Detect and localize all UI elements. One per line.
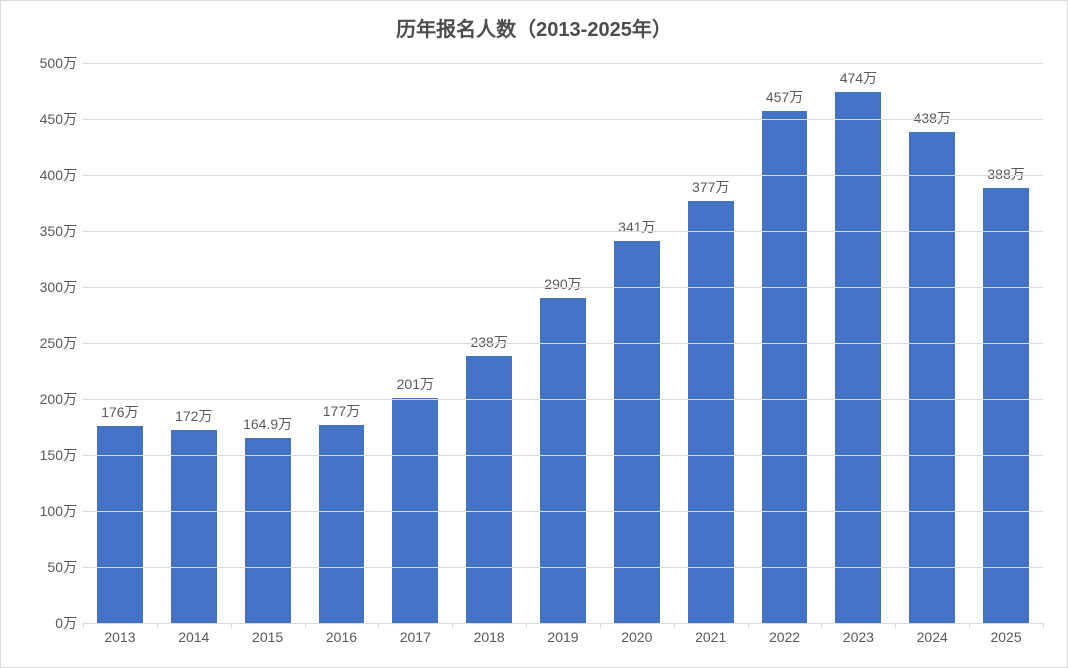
gridline (83, 343, 1043, 344)
x-tick (231, 623, 232, 628)
x-tick-label: 2017 (400, 629, 431, 645)
data-label: 457万 (766, 87, 803, 107)
x-tick-label: 2013 (104, 629, 135, 645)
x-tick (748, 623, 749, 628)
data-label: 290万 (544, 274, 581, 294)
x-tick-label: 2014 (178, 629, 209, 645)
data-label: 176万 (101, 402, 138, 422)
x-tick-label: 2018 (474, 629, 505, 645)
y-tick-label: 100万 (40, 501, 83, 521)
bar: 377万 (688, 201, 734, 623)
x-tick-label: 2020 (621, 629, 652, 645)
y-tick-label: 450万 (40, 109, 83, 129)
gridline (83, 231, 1043, 232)
gridline (83, 287, 1043, 288)
y-tick-label: 300万 (40, 277, 83, 297)
y-tick-label: 200万 (40, 389, 83, 409)
chart-title: 历年报名人数（2013-2025年） (1, 13, 1067, 42)
x-tick-label: 2015 (252, 629, 283, 645)
x-tick (1043, 623, 1044, 628)
gridline (83, 175, 1043, 176)
x-tick (378, 623, 379, 628)
x-tick-label: 2023 (843, 629, 874, 645)
y-tick-label: 0万 (55, 613, 83, 633)
x-tick-label: 2025 (990, 629, 1021, 645)
bar: 457万 (762, 111, 808, 623)
y-tick-label: 350万 (40, 221, 83, 241)
data-label: 341万 (618, 217, 655, 237)
bar: 341万 (614, 241, 660, 623)
x-tick (674, 623, 675, 628)
x-tick (452, 623, 453, 628)
gridline (83, 511, 1043, 512)
x-tick (969, 623, 970, 628)
gridline (83, 455, 1043, 456)
x-tick (895, 623, 896, 628)
x-tick (526, 623, 527, 628)
x-tick-label: 2016 (326, 629, 357, 645)
x-tick-label: 2024 (917, 629, 948, 645)
y-tick-label: 50万 (47, 557, 83, 577)
bar: 238万 (466, 356, 512, 623)
x-tick (305, 623, 306, 628)
data-label: 177万 (323, 401, 360, 421)
data-label: 377万 (692, 177, 729, 197)
x-tick (157, 623, 158, 628)
gridline (83, 63, 1043, 64)
bar: 388万 (983, 188, 1029, 623)
y-tick-label: 250万 (40, 333, 83, 353)
gridline (83, 399, 1043, 400)
x-tick-label: 2022 (769, 629, 800, 645)
bar: 438万 (909, 132, 955, 623)
chart-container: 历年报名人数（2013-2025年） 176万 172万 164.9万 177万 201… (0, 0, 1068, 668)
bar: 172万 (171, 430, 217, 623)
x-tick (600, 623, 601, 628)
gridline (83, 119, 1043, 120)
data-label: 172万 (175, 406, 212, 426)
y-tick-label: 150万 (40, 445, 83, 465)
gridline (83, 567, 1043, 568)
bar: 290万 (540, 298, 586, 623)
data-label: 164.9万 (243, 414, 292, 434)
x-tick (83, 623, 84, 628)
y-tick-label: 500万 (40, 53, 83, 73)
gridline (83, 623, 1043, 624)
x-tick-label: 2019 (547, 629, 578, 645)
data-label: 201万 (397, 374, 434, 394)
bar: 474万 (835, 92, 881, 623)
plot-area: 176万 172万 164.9万 177万 201万 238万 290万 341万 377万 45… (83, 63, 1043, 623)
bar: 164.9万 (245, 438, 291, 623)
x-tick (821, 623, 822, 628)
data-label: 474万 (840, 68, 877, 88)
y-tick-label: 400万 (40, 165, 83, 185)
x-tick-label: 2021 (695, 629, 726, 645)
